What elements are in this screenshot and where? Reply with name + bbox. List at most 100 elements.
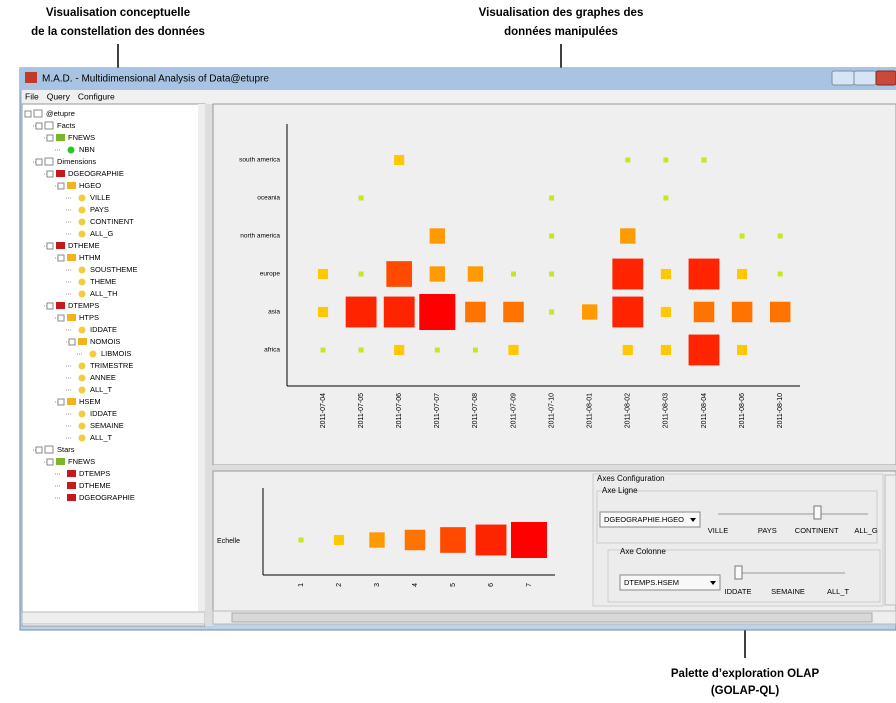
- cell-square[interactable]: [737, 269, 747, 279]
- tree-label[interactable]: DGEOGRAPHIE: [68, 169, 124, 178]
- cell-square[interactable]: [612, 297, 643, 328]
- menu-item[interactable]: File: [25, 91, 39, 101]
- cell-square[interactable]: [359, 272, 364, 277]
- expander[interactable]: [47, 459, 53, 465]
- cell-square[interactable]: [359, 196, 364, 201]
- cell-square[interactable]: [346, 297, 377, 328]
- tree-label[interactable]: HTHM: [79, 253, 101, 262]
- close-button[interactable]: [876, 71, 896, 85]
- maximize-button[interactable]: [854, 71, 876, 85]
- tree-label[interactable]: TRIMESTRE: [90, 361, 133, 370]
- tree-label[interactable]: NBN: [79, 145, 95, 154]
- expander[interactable]: [58, 399, 64, 405]
- cell-square[interactable]: [511, 272, 516, 277]
- cell-square[interactable]: [549, 310, 554, 315]
- expander[interactable]: [47, 303, 53, 309]
- cell-square[interactable]: [386, 261, 412, 287]
- cell-square[interactable]: [394, 345, 404, 355]
- cell-square[interactable]: [663, 158, 668, 163]
- expander[interactable]: [47, 171, 53, 177]
- cell-square[interactable]: [549, 272, 554, 277]
- tree-label[interactable]: FNEWS: [68, 133, 95, 142]
- tree-label[interactable]: DGEOGRAPHIE: [79, 493, 135, 502]
- scrollbar-thumb[interactable]: [232, 613, 872, 622]
- menu-item[interactable]: Query: [47, 91, 71, 101]
- cell-square[interactable]: [549, 234, 554, 239]
- expander[interactable]: [36, 159, 42, 165]
- cell-square[interactable]: [430, 228, 445, 243]
- cell-square[interactable]: [508, 345, 518, 355]
- tree-label[interactable]: DTHEME: [79, 481, 111, 490]
- tree-label[interactable]: ALL_T: [90, 433, 113, 442]
- expander[interactable]: [47, 243, 53, 249]
- tree-label[interactable]: ALL_T: [90, 385, 113, 394]
- cell-square[interactable]: [419, 294, 455, 330]
- tree-label[interactable]: IDDATE: [90, 325, 117, 334]
- cell-square[interactable]: [778, 234, 783, 239]
- cell-square[interactable]: [740, 234, 745, 239]
- tree-label[interactable]: ALL_TH: [90, 289, 118, 298]
- tree-label[interactable]: CONTINENT: [90, 217, 134, 226]
- tree-label[interactable]: @etupre: [46, 109, 75, 118]
- expander[interactable]: [36, 447, 42, 453]
- cell-square[interactable]: [770, 302, 791, 323]
- scrollbar[interactable]: [22, 612, 205, 624]
- tree-label[interactable]: Stars: [57, 445, 75, 454]
- cell-square[interactable]: [661, 307, 671, 317]
- cell-square[interactable]: [318, 307, 328, 317]
- menu-item[interactable]: Configure: [78, 91, 115, 101]
- tree-label[interactable]: SEMAINE: [90, 421, 124, 430]
- tree-label[interactable]: DTEMPS: [79, 469, 110, 478]
- expander[interactable]: [47, 135, 53, 141]
- cell-square[interactable]: [468, 266, 483, 281]
- tree-label[interactable]: HTPS: [79, 313, 99, 322]
- cell-square[interactable]: [473, 348, 478, 353]
- cell-square[interactable]: [778, 272, 783, 277]
- tree-label[interactable]: ALL_G: [90, 229, 114, 238]
- expander[interactable]: [25, 111, 31, 117]
- cell-square[interactable]: [321, 348, 326, 353]
- slider-thumb[interactable]: [814, 506, 821, 519]
- expander[interactable]: [69, 339, 75, 345]
- tree-label[interactable]: IDDATE: [90, 409, 117, 418]
- tree-label[interactable]: Facts: [57, 121, 76, 130]
- cell-square[interactable]: [384, 297, 415, 328]
- cell-square[interactable]: [694, 302, 715, 323]
- cell-square[interactable]: [689, 259, 720, 290]
- cell-square[interactable]: [612, 259, 643, 290]
- tree-label[interactable]: VILLE: [90, 193, 110, 202]
- expander[interactable]: [36, 123, 42, 129]
- cell-square[interactable]: [732, 302, 753, 323]
- cell-square[interactable]: [503, 302, 524, 323]
- cell-square[interactable]: [625, 158, 630, 163]
- tree-label[interactable]: THEME: [90, 277, 116, 286]
- tree-label[interactable]: ANNEE: [90, 373, 116, 382]
- cell-square[interactable]: [663, 196, 668, 201]
- cell-square[interactable]: [689, 335, 720, 366]
- splitter[interactable]: [213, 465, 896, 471]
- tree-label[interactable]: HGEO: [79, 181, 101, 190]
- tree-label[interactable]: FNEWS: [68, 457, 95, 466]
- expander[interactable]: [58, 255, 64, 261]
- cell-square[interactable]: [465, 302, 486, 323]
- tree-label[interactable]: SOUSTHEME: [90, 265, 138, 274]
- cell-square[interactable]: [394, 155, 404, 165]
- cell-square[interactable]: [623, 345, 633, 355]
- tree-label[interactable]: DTHEME: [68, 241, 100, 250]
- tree-label[interactable]: HSEM: [79, 397, 101, 406]
- scrollbar[interactable]: [885, 475, 896, 605]
- cell-square[interactable]: [661, 345, 671, 355]
- cell-square[interactable]: [430, 266, 445, 281]
- cell-square[interactable]: [582, 304, 597, 319]
- tree-label[interactable]: NOMOIS: [90, 337, 120, 346]
- tree-label[interactable]: PAYS: [90, 205, 109, 214]
- expander[interactable]: [58, 315, 64, 321]
- tree-label[interactable]: LIBMOIS: [101, 349, 131, 358]
- splitter[interactable]: [205, 104, 213, 626]
- tree-label[interactable]: Dimensions: [57, 157, 96, 166]
- cell-square[interactable]: [318, 269, 328, 279]
- cell-square[interactable]: [620, 228, 635, 243]
- cell-square[interactable]: [359, 348, 364, 353]
- minimize-button[interactable]: [832, 71, 854, 85]
- expander[interactable]: [58, 183, 64, 189]
